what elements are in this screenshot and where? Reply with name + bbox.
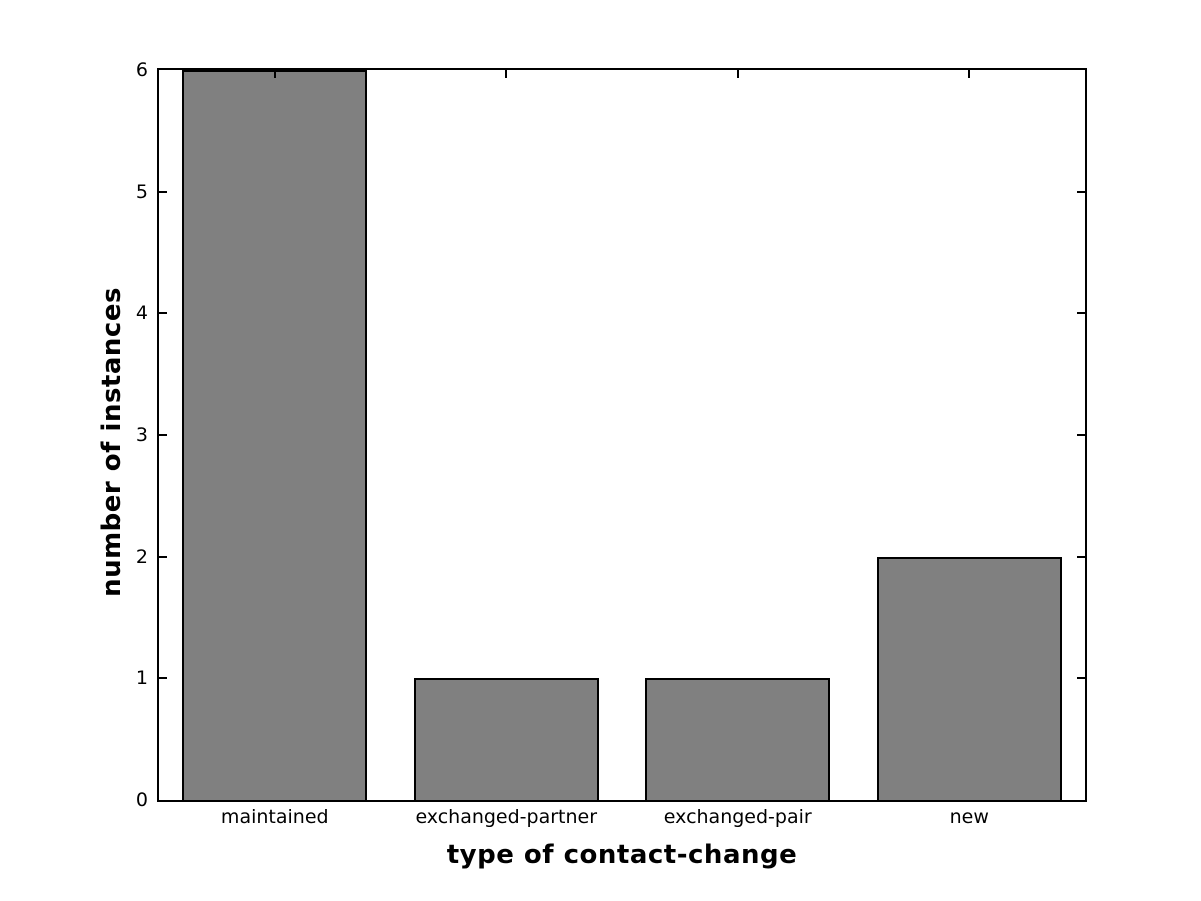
y-axis-label: number of instances: [97, 287, 127, 597]
y-tick-left-1: [159, 677, 167, 680]
y-tick-right-4: [1077, 312, 1085, 315]
y-tick-label-2: 2: [135, 545, 148, 568]
y-tick-label-1: 1: [135, 667, 148, 690]
x-axis-label: type of contact-change: [446, 840, 798, 870]
x-tick-top-exchanged-pair: [736, 70, 739, 78]
y-tick-label-5: 5: [135, 180, 148, 203]
y-tick-left-5: [159, 190, 167, 193]
x-category-label-new: new: [949, 806, 989, 828]
x-tick-top-maintained: [273, 70, 276, 78]
y-tick-left-3: [159, 434, 167, 436]
bar-exchanged-pair: [645, 678, 831, 800]
y-tick-right-1: [1077, 677, 1085, 680]
plot-inner: [159, 70, 1085, 800]
plot-area: [157, 68, 1087, 802]
y-tick-right-3: [1077, 434, 1085, 436]
y-tick-left-4: [159, 312, 167, 315]
y-tick-right-2: [1077, 555, 1085, 558]
bar-maintained: [182, 70, 368, 800]
y-tick-label-0: 0: [135, 789, 148, 811]
x-tick-top-exchanged-partner: [505, 70, 508, 78]
y-tick-label-6: 6: [135, 59, 148, 81]
y-tick-label-3: 3: [135, 424, 148, 446]
y-tick-right-5: [1077, 190, 1085, 193]
x-category-label-exchanged-pair: exchanged-pair: [663, 806, 812, 828]
bar-new: [876, 556, 1062, 800]
x-category-label-maintained: maintained: [220, 806, 329, 828]
x-category-label-exchanged-partner: exchanged-partner: [415, 806, 598, 828]
y-tick-label-4: 4: [135, 302, 148, 325]
bar-exchanged-partner: [413, 678, 599, 800]
y-tick-left-2: [159, 555, 167, 558]
x-tick-top-new: [968, 70, 971, 78]
